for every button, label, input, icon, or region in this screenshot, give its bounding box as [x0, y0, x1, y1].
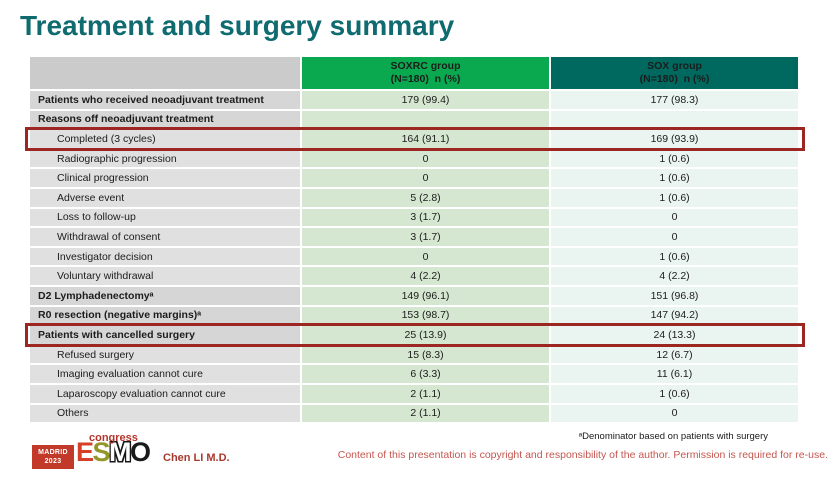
- sox-value: 12 (6.7): [551, 345, 798, 364]
- header-empty-cell: [30, 57, 300, 89]
- sox-value: 11 (6.1): [551, 365, 798, 383]
- soxrc-value: 164 (91.1): [302, 130, 549, 148]
- table-row: Refused surgery 15 (8.3) 12 (6.7): [30, 345, 798, 364]
- row-label: Investigator decision: [30, 247, 300, 266]
- row-label: Clinical progression: [30, 169, 300, 187]
- row-label: Radiographic progression: [30, 149, 300, 168]
- sox-value: [551, 110, 798, 129]
- soxrc-value: 15 (8.3): [302, 345, 549, 364]
- row-label: Others: [30, 404, 300, 423]
- table-row: Laparoscopy evaluation cannot cure 2 (1.1…: [30, 384, 798, 403]
- table-row: Reasons off neoadjuvant treatment: [30, 110, 798, 129]
- header-soxrc-name: SOXRC group: [390, 59, 461, 72]
- table-row: Voluntary withdrawal 4 (2.2) 4 (2.2): [30, 267, 798, 285]
- soxrc-value: 149 (96.1): [302, 286, 549, 305]
- soxrc-value: 3 (1.7): [302, 208, 549, 227]
- soxrc-value: 0: [302, 169, 549, 187]
- table-row: R0 resection (negative margins)ᵃ 153 (98.…: [30, 306, 798, 325]
- madrid-2023-badge: MADRID 2023: [32, 445, 74, 469]
- soxrc-value: 6 (3.3): [302, 365, 549, 383]
- row-label: Completed (3 cycles): [30, 130, 300, 148]
- header-sox-group: SOX group (N=180) n (%): [551, 57, 798, 89]
- soxrc-value: 5 (2.8): [302, 188, 549, 207]
- table-row: Clinical progression 0 1 (0.6): [30, 169, 798, 187]
- row-label: Withdrawal of consent: [30, 228, 300, 246]
- table-row: Completed (3 cycles) 164 (91.1) 169 (93.9): [25, 127, 805, 151]
- sox-value: 147 (94.2): [551, 306, 798, 325]
- sox-value: 177 (98.3): [551, 91, 798, 109]
- table-row: Adverse event 5 (2.8) 1 (0.6): [30, 188, 798, 207]
- table-row: Patients with cancelled surgery 25 (13.9)…: [25, 323, 805, 347]
- table-row: Others 2 (1.1) 0: [30, 404, 798, 423]
- header-soxrc-group: SOXRC group (N=180) n (%): [302, 57, 549, 89]
- sox-value: 0: [551, 228, 798, 246]
- madrid-year: 2023: [44, 458, 62, 466]
- soxrc-value: 0: [302, 247, 549, 266]
- madrid-label: MADRID: [38, 449, 68, 456]
- header-soxrc-sub: (N=180) n (%): [390, 73, 461, 85]
- denominator-footnote: ᵃDenominator based on patients with surg…: [578, 431, 768, 442]
- esmo-letter: O: [130, 437, 151, 467]
- header-sox-name: SOX group: [647, 59, 702, 72]
- sox-value: 4 (2.2): [551, 267, 798, 285]
- soxrc-value: [302, 110, 549, 129]
- table-row: Investigator decision 0 1 (0.6): [30, 247, 798, 266]
- sox-value: 1 (0.6): [551, 149, 798, 168]
- soxrc-value: 179 (99.4): [302, 91, 549, 109]
- row-label: Patients with cancelled surgery: [30, 326, 300, 344]
- row-label: R0 resection (negative margins)ᵃ: [30, 306, 300, 325]
- soxrc-value: 153 (98.7): [302, 306, 549, 325]
- soxrc-value: 0: [302, 149, 549, 168]
- soxrc-value: 4 (2.2): [302, 267, 549, 285]
- sox-value: 24 (13.3): [551, 326, 798, 344]
- copyright-notice: Content of this presentation is copyrigh…: [337, 449, 828, 461]
- row-label: Patients who received neoadjuvant treatm…: [30, 91, 300, 109]
- summary-table: SOXRC group (N=180) n (%) SOX group (N=1…: [25, 57, 805, 424]
- table-row: Imaging evaluation cannot cure 6 (3.3) 11 …: [30, 365, 798, 383]
- header-sox-sub: (N=180) n (%): [639, 73, 710, 85]
- esmo-wordmark: ESMO: [76, 437, 151, 467]
- page-title: Treatment and surgery summary: [20, 10, 455, 41]
- sox-value: 1 (0.6): [551, 169, 798, 187]
- soxrc-value: 2 (1.1): [302, 404, 549, 423]
- congress-label: congress: [89, 432, 138, 444]
- table-body: Patients who received neoadjuvant treatm…: [25, 91, 805, 423]
- esmo-letter: M: [109, 437, 132, 467]
- soxrc-value: 2 (1.1): [302, 384, 549, 403]
- esmo-congress-logo: MADRID 2023 ESMO congress: [32, 432, 164, 476]
- table-row: Radiographic progression 0 1 (0.6): [30, 149, 798, 168]
- table-row: Patients who received neoadjuvant treatm…: [30, 91, 798, 109]
- sox-value: 1 (0.6): [551, 188, 798, 207]
- table-header-row: SOXRC group (N=180) n (%) SOX group (N=1…: [30, 57, 798, 89]
- row-label: Loss to follow-up: [30, 208, 300, 227]
- sox-value: 1 (0.6): [551, 384, 798, 403]
- row-label: Voluntary withdrawal: [30, 267, 300, 285]
- soxrc-value: 3 (1.7): [302, 228, 549, 246]
- row-label: Adverse event: [30, 188, 300, 207]
- row-label: D2 Lymphadenectomyᵃ: [30, 286, 300, 305]
- sox-value: 0: [551, 404, 798, 423]
- table-row: D2 Lymphadenectomyᵃ 149 (96.1) 151 (96.8): [30, 286, 798, 305]
- table-row: Loss to follow-up 3 (1.7) 0: [30, 208, 798, 227]
- sox-value: 0: [551, 208, 798, 227]
- author-credit: Chen LI M.D.: [163, 452, 230, 464]
- esmo-letter: S: [92, 437, 111, 467]
- table-row: Withdrawal of consent 3 (1.7) 0: [30, 228, 798, 246]
- sox-value: 151 (96.8): [551, 286, 798, 305]
- row-label: Laparoscopy evaluation cannot cure: [30, 384, 300, 403]
- row-label: Imaging evaluation cannot cure: [30, 365, 300, 383]
- row-label: Reasons off neoadjuvant treatment: [30, 110, 300, 129]
- soxrc-value: 25 (13.9): [302, 326, 549, 344]
- sox-value: 169 (93.9): [551, 130, 798, 148]
- esmo-letter: E: [76, 437, 94, 467]
- row-label: Refused surgery: [30, 345, 300, 364]
- sox-value: 1 (0.6): [551, 247, 798, 266]
